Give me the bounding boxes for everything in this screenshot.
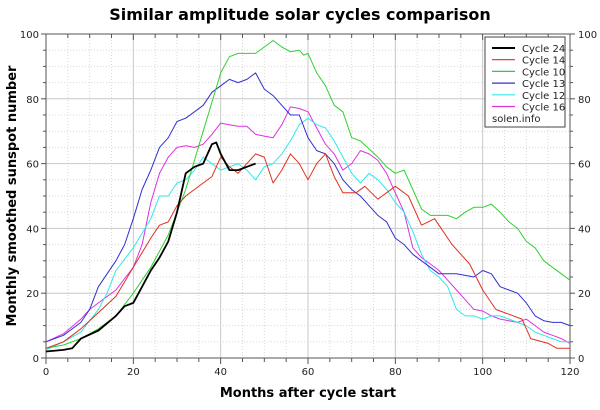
x-tick-label: 120: [560, 367, 579, 378]
series-line-cycle-14: [45, 153, 570, 349]
grid: [45, 33, 571, 359]
legend-label: Cycle 13: [522, 79, 565, 90]
x-tick-label: 40: [214, 367, 227, 378]
y-tick-label: 80: [26, 95, 39, 106]
y-tick-label: 20: [26, 289, 39, 300]
y-tick-label-right: 40: [578, 224, 591, 235]
x-tick-label: 0: [43, 367, 49, 378]
y-tick-label-right: 20: [578, 289, 591, 300]
legend-label: Cycle 24: [522, 44, 565, 55]
y-tick-label-right: 0: [578, 354, 584, 365]
chart-title: Similar amplitude solar cycles compariso…: [109, 5, 490, 24]
series-line-cycle-10: [45, 40, 571, 349]
y-axis-label: Monthly smoothed sunspot number: [5, 65, 20, 326]
legend-label: Cycle 10: [522, 67, 565, 78]
x-tick-label: 100: [473, 367, 492, 378]
y-tick-label-right: 100: [578, 30, 597, 41]
x-tick-label: 20: [127, 367, 140, 378]
y-tick-label: 100: [20, 30, 39, 41]
x-tick-label: 80: [389, 367, 402, 378]
y-tick-label-right: 80: [578, 95, 591, 106]
series-line-cycle-12: [45, 117, 570, 351]
y-tick-label-right: 60: [578, 160, 591, 171]
series-line-cycle-24: [45, 141, 256, 353]
legend-label: Cycle 16: [522, 103, 565, 114]
legend-label: Cycle 14: [522, 56, 565, 67]
legend-note: solen.info: [492, 114, 541, 125]
y-tick-label: 60: [26, 160, 39, 171]
y-tick-label: 40: [26, 224, 39, 235]
series-line-cycle-16: [45, 106, 571, 344]
x-axis-label: Months after cycle start: [220, 386, 396, 401]
x-tick-label: 60: [302, 367, 315, 378]
legend-box: [484, 36, 566, 128]
y-tick-label: 0: [33, 354, 39, 365]
legend-label: Cycle 12: [522, 91, 565, 102]
series-lines: [45, 40, 571, 353]
series-line-cycle-13: [45, 72, 571, 343]
